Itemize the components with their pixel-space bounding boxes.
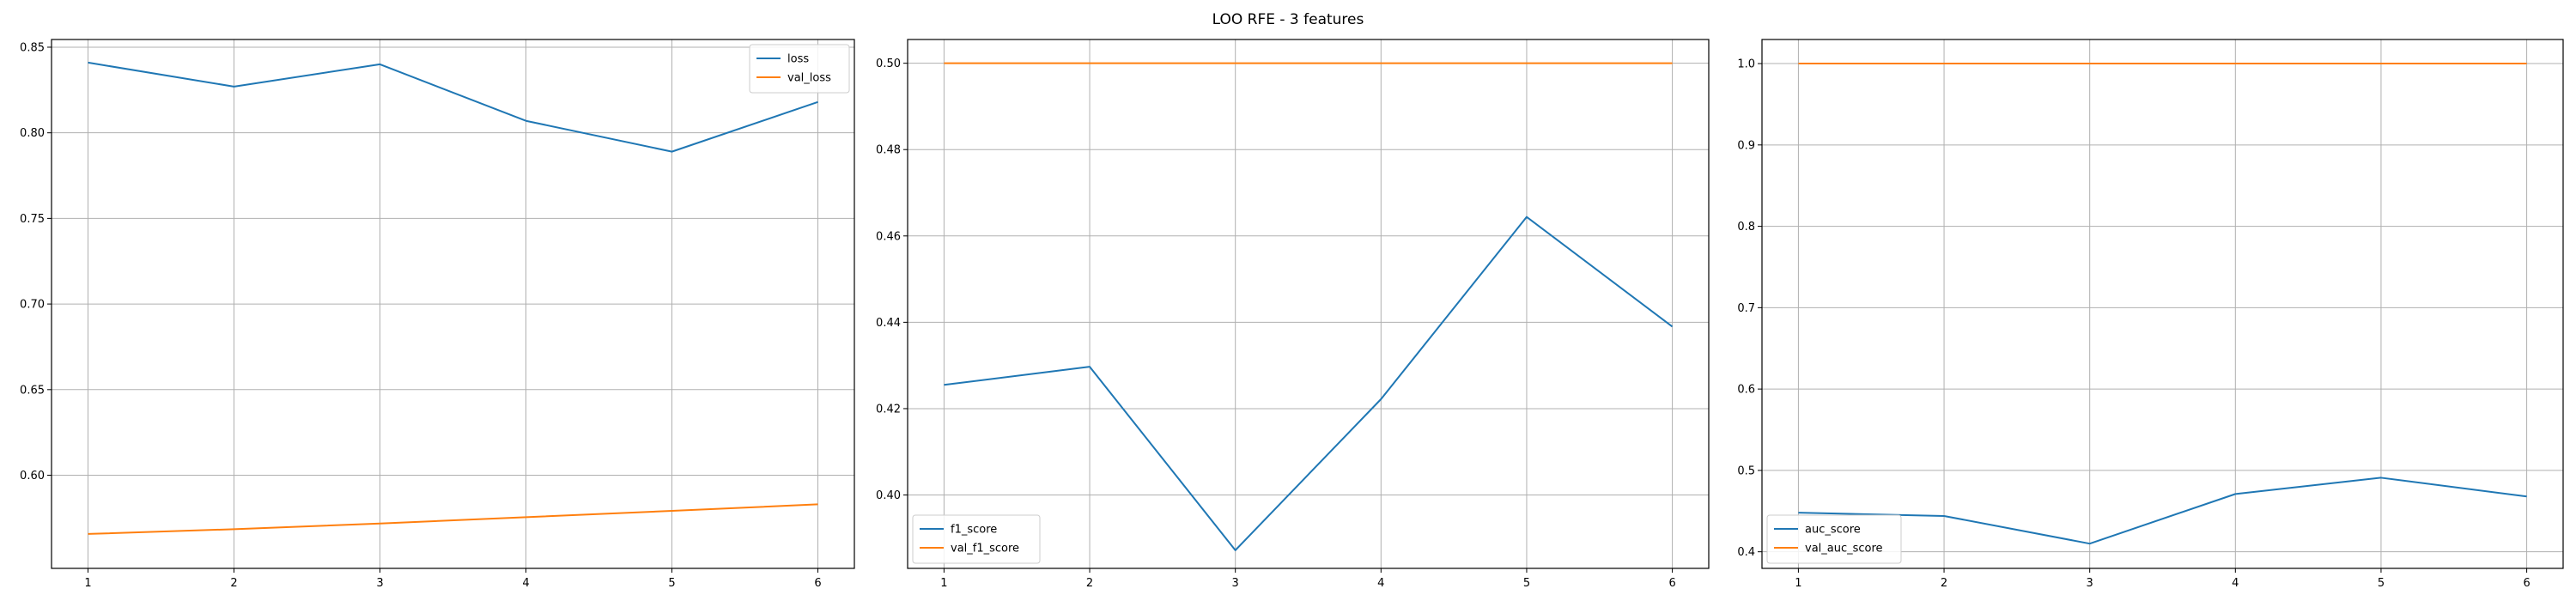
legend-label-val_f1_score: val_f1_score: [951, 543, 1019, 555]
x-tick-label: 3: [2087, 577, 2093, 590]
x-tick-label: 6: [814, 577, 821, 590]
legend-box: [1766, 514, 1902, 564]
y-tick-label: 0.9: [1737, 139, 1755, 152]
x-tick-label: 3: [1232, 577, 1239, 590]
x-tick-label: 4: [2232, 577, 2239, 590]
x-tick-label: 5: [2378, 577, 2385, 590]
legend-box: [912, 514, 1041, 564]
x-tick-label: 5: [1523, 577, 1530, 590]
y-tick-label: 0.75: [20, 213, 45, 226]
x-tick-label: 1: [940, 577, 947, 590]
y-tick-label: 0.48: [876, 144, 901, 157]
x-tick-label: 2: [1086, 577, 1093, 590]
series-line-val_loss: [88, 503, 818, 535]
x-tick-label: 3: [376, 577, 383, 590]
y-tick-label: 0.60: [20, 470, 45, 483]
x-tick-label: 6: [2523, 577, 2530, 590]
x-tick-label: 6: [1668, 577, 1675, 590]
x-tick-label: 1: [84, 577, 91, 590]
y-tick-label: 0.46: [876, 230, 901, 243]
axes-frame: [1761, 39, 2564, 569]
legend: f1_score val_f1_score: [912, 514, 1041, 564]
subplot-auc: 1 2 3 4 5 6 0.4 0.5 0.6 0.7 0.8 0.9 1.0 auc_score val_…: [1737, 39, 2564, 590]
legend: loss val_loss: [749, 44, 850, 94]
subplots: 1 2 3 4 5 60.600.650.700.750.800.85lossval_lo…: [20, 39, 2564, 590]
y-tick-label: 0.7: [1737, 302, 1755, 315]
y-tick-label: 0.85: [20, 41, 45, 54]
y-tick-label: 0.65: [20, 384, 45, 397]
axes-frame: [51, 39, 855, 569]
x-tick-label: 1: [1795, 577, 1801, 590]
legend-box: [749, 44, 850, 94]
y-tick-label: 0.40: [876, 489, 901, 502]
legend-label-auc_score: auc_score: [1805, 524, 1861, 537]
y-tick-label: 0.6: [1737, 384, 1755, 397]
legend: auc_score val_auc_score: [1766, 514, 1902, 564]
legend-label-f1_score: f1_score: [951, 524, 997, 537]
subplot-f1: 1 2 3 4 5 6 0.40 0.42 0.44 0.46 0.48 0.50 f1_scoreva…: [876, 39, 1710, 590]
series-line-f1_score: [944, 216, 1674, 551]
series-line-auc_score: [1798, 477, 2527, 545]
y-tick-label: 0.44: [876, 317, 901, 330]
series-line-loss: [88, 61, 818, 153]
x-tick-label: 4: [522, 577, 529, 590]
subplot-loss: 1 2 3 4 5 6 0.60 0.65 0.70 0.75 0.80 0.85 loss val_lo…: [20, 39, 855, 590]
legend-label-val_loss: val_loss: [787, 72, 831, 85]
legend-label-val_auc_score: val_auc_score: [1805, 543, 1883, 555]
y-tick-label: 0.42: [876, 403, 901, 416]
legend-label-loss: loss: [787, 53, 809, 66]
axes-frame: [907, 39, 1710, 569]
y-tick-label: 0.4: [1737, 546, 1755, 559]
y-tick-label: 1.0: [1737, 58, 1755, 71]
y-tick-label: 0.80: [20, 127, 45, 140]
x-tick-label: 4: [1377, 577, 1384, 590]
y-tick-label: 0.8: [1737, 221, 1755, 234]
figure-title: LOO RFE - 3 features: [1212, 11, 1364, 28]
x-tick-label: 2: [230, 577, 237, 590]
x-tick-label: 2: [1941, 577, 1947, 590]
x-tick-label: 5: [668, 577, 675, 590]
y-tick-label: 0.50: [876, 58, 901, 70]
y-tick-label: 0.70: [20, 299, 45, 312]
y-tick-label: 0.5: [1737, 464, 1755, 477]
